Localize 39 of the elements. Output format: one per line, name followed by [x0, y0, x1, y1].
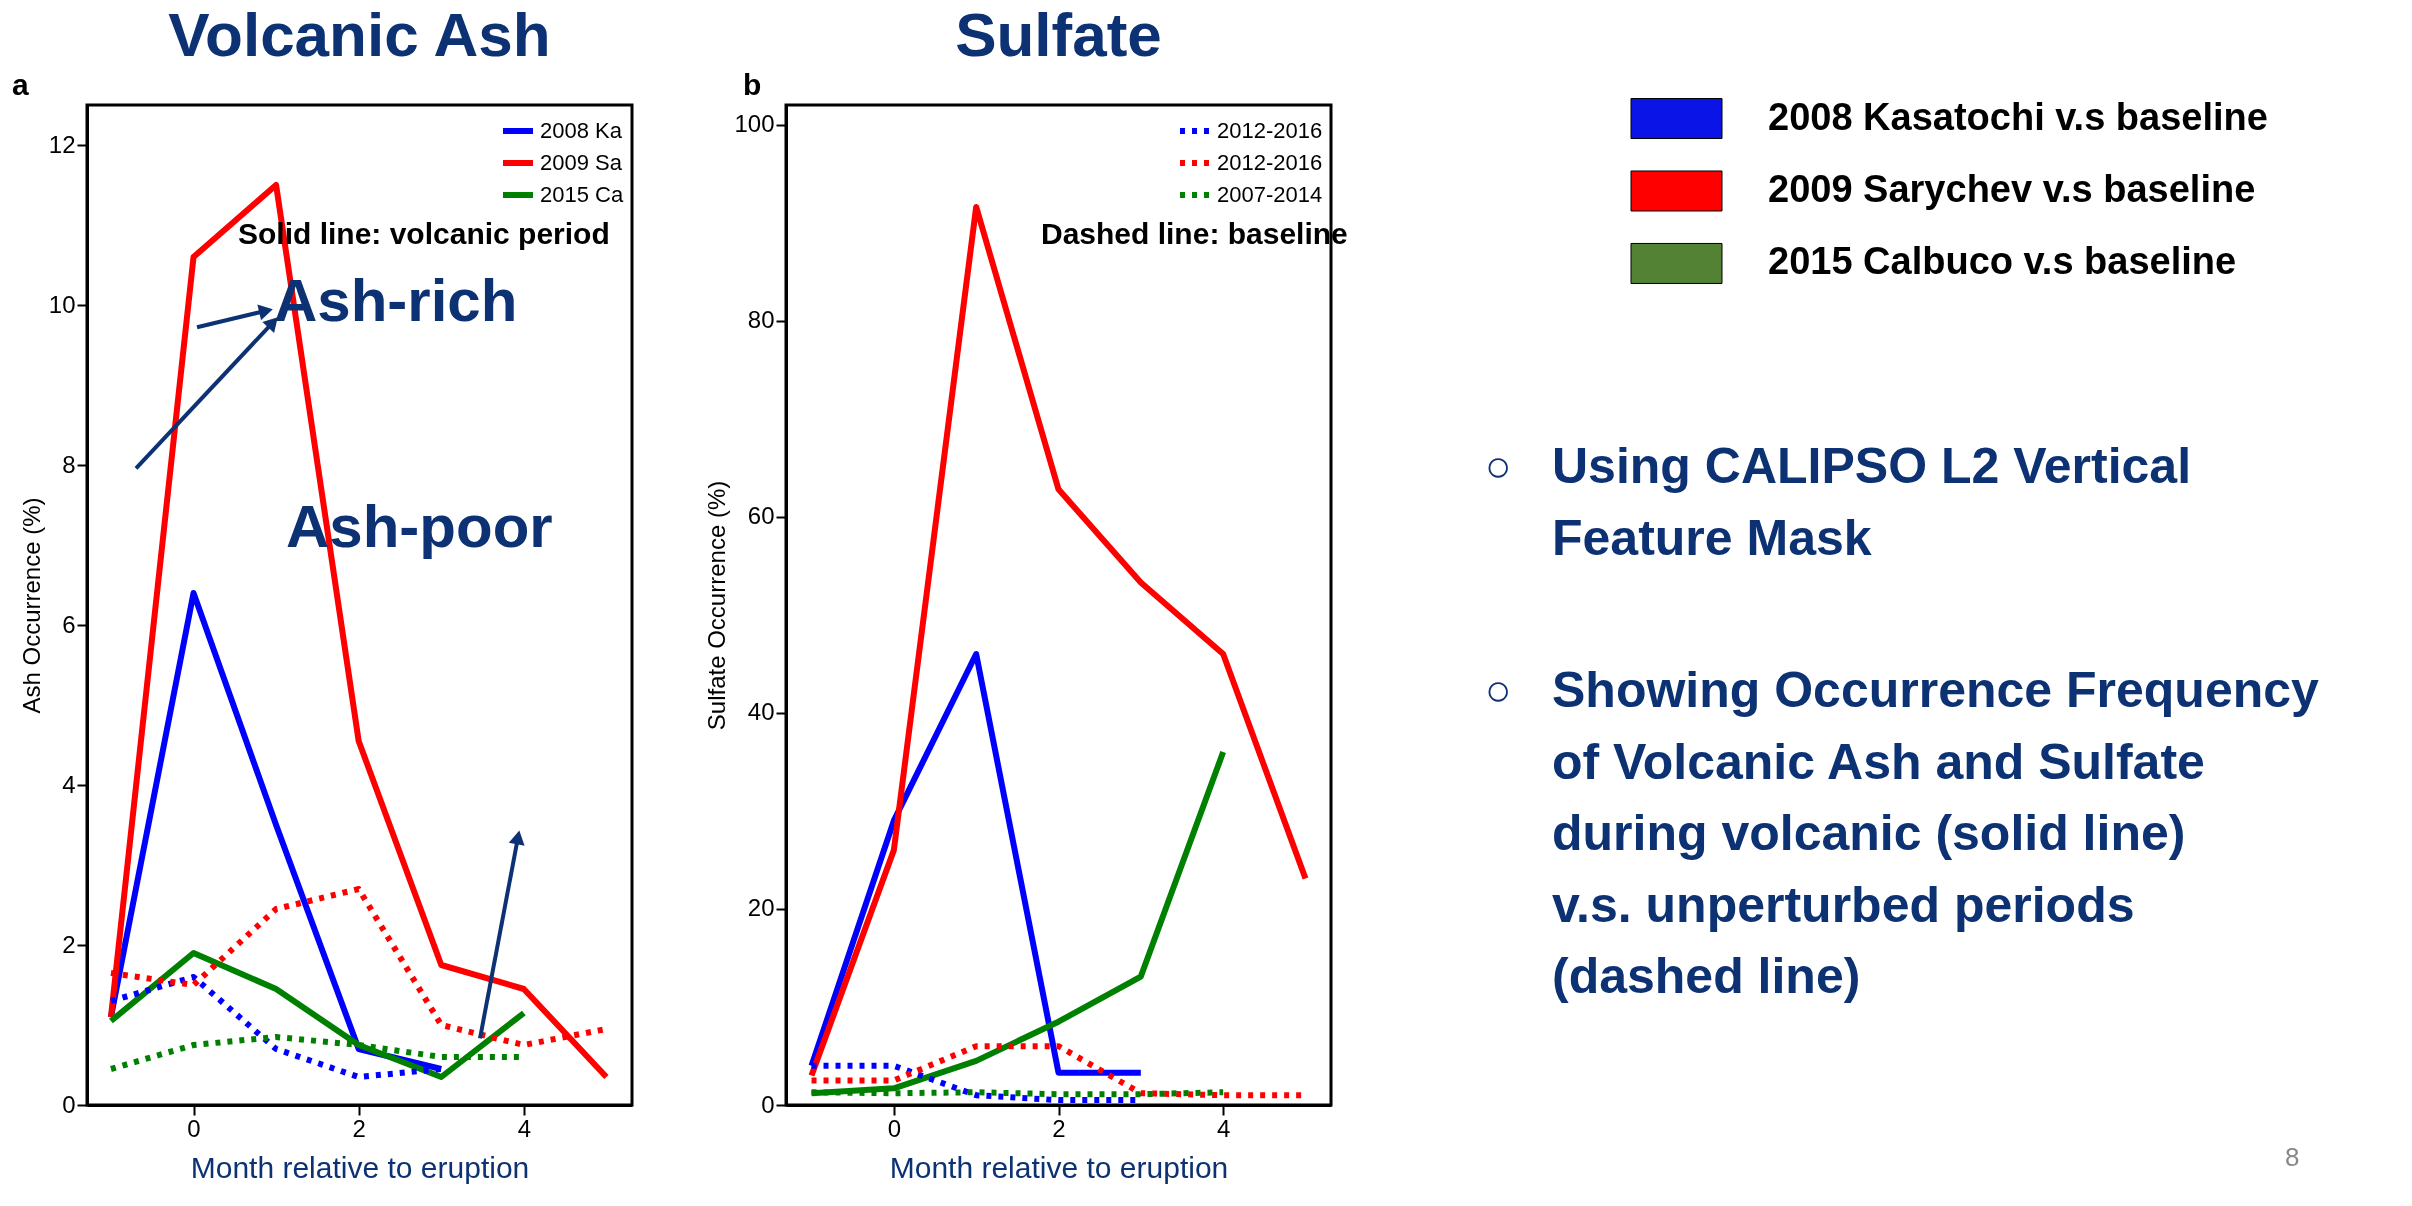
y-tick-label: 0 [62, 1090, 76, 1118]
y-tick-label: 4 [62, 770, 76, 798]
y-tick-label: 8 [62, 450, 76, 478]
legend-label: 2009 Sa [540, 150, 623, 175]
y-tick-label: 0 [761, 1090, 775, 1118]
text: ○ Using CALIPSO L2 Vertical Feature Mask [1484, 438, 2192, 566]
y-axis-title: Ash Occurrence (%) [17, 497, 45, 714]
text: b [743, 67, 762, 101]
legend-label: 2015 Ca [540, 182, 624, 207]
legend-label: 2015 Calbuco v.s baseline [1768, 240, 2237, 283]
y-tick-label: 80 [747, 306, 775, 334]
chart-title: Volcanic Ash [168, 0, 551, 69]
text: ○ Showing Occurrence Frequency of Volcanic Ash and Sulfate during volcanic (solid line) v.s. unperturbed periods (dashed line) [1484, 662, 2320, 1005]
legend-label: 2008 Ka [540, 118, 623, 143]
x-axis-title: Month relative to eruption [889, 1150, 1229, 1184]
legend-label: 2012-2016 [1217, 150, 1323, 175]
x-tick-label: 4 [517, 1114, 532, 1142]
y-tick-label: 20 [747, 894, 775, 922]
text: a [12, 67, 29, 101]
x-tick-label: 2 [352, 1114, 366, 1142]
text: 8 [2285, 1142, 2300, 1173]
chart-title: Sulfate [955, 0, 1162, 69]
x-axis-title: Month relative to eruption [190, 1150, 530, 1184]
y-tick-label: 2 [62, 930, 76, 958]
y-tick-label: 40 [747, 698, 775, 726]
x-tick-label: 4 [1216, 1114, 1231, 1142]
legend-label: 2008 Kasatochi v.s baseline [1768, 95, 2268, 138]
legend-label: 2009 Sarychev v.s baseline [1768, 167, 2256, 210]
y-tick-label: 10 [48, 290, 76, 318]
y-axis-title: Sulfate Occurrence (%) [703, 480, 731, 731]
legend-label: 2007-2014 [1217, 182, 1323, 207]
legend-label: 2012-2016 [1217, 118, 1323, 143]
x-tick-label: 2 [1052, 1114, 1066, 1142]
x-tick-label: 0 [887, 1114, 902, 1142]
y-tick-label: 60 [747, 502, 775, 530]
y-tick-label: 12 [48, 130, 76, 158]
x-tick-label: 0 [187, 1114, 201, 1142]
y-tick-label: 100 [734, 110, 775, 138]
y-tick-label: 6 [62, 610, 76, 638]
